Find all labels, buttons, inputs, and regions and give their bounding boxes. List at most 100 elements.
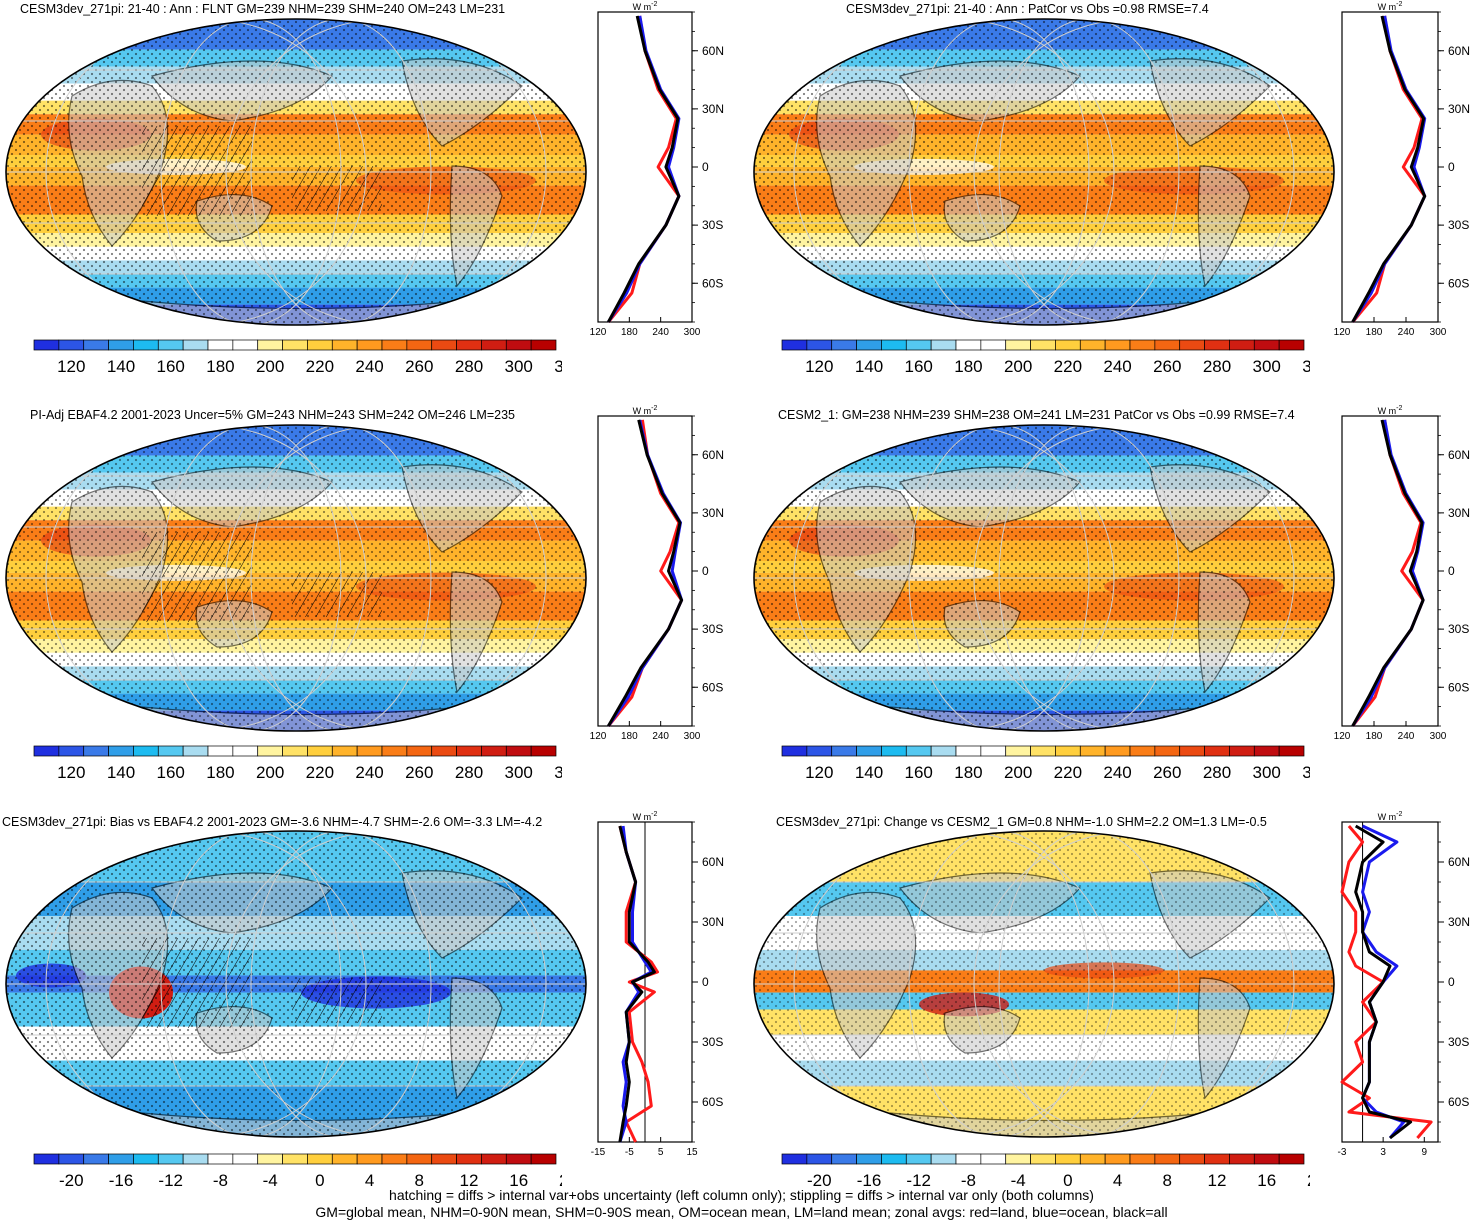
colorbar-swatch (83, 745, 109, 757)
colorbar-label: 180 (206, 357, 234, 376)
panel-title: CESM3dev_271pi: 21-40 : Ann : FLNT GM=23… (20, 2, 506, 16)
x-tick-label: 120 (590, 731, 607, 742)
colorbar-swatch (1129, 1153, 1156, 1165)
colorbar-swatch (905, 1153, 932, 1165)
colorbar-label: 120 (57, 357, 85, 376)
colorbar-label: 220 (1054, 763, 1082, 782)
colorbar-swatch (331, 339, 358, 351)
colorbar-label: 260 (405, 357, 433, 376)
colorbar-swatch (530, 745, 557, 757)
colorbar-swatch (207, 1153, 234, 1165)
zonal-curve-all (618, 825, 656, 1143)
colorbar-label: 160 (157, 763, 185, 782)
lat-label: 0 (702, 975, 709, 989)
x-tick-label: 5 (658, 1147, 664, 1158)
lat-label: 0 (1448, 975, 1455, 989)
colorbar-swatch (331, 745, 358, 757)
map-border (5, 18, 587, 326)
colorbar-swatch (406, 1153, 433, 1165)
colorbar-label: 300 (505, 763, 533, 782)
colorbar-swatch (1204, 1153, 1230, 1165)
colorbar-label: 16 (509, 1171, 528, 1190)
colorbar-swatch (1253, 339, 1280, 351)
zonal-curve-all (1354, 824, 1413, 1140)
graticule-lon (973, 19, 1295, 325)
colorbar-swatch (1179, 1153, 1205, 1165)
graticule-lon (793, 19, 1115, 325)
colorbar-swatch (980, 339, 1007, 351)
colorbar-swatch (1179, 745, 1205, 757)
colorbar-swatch (1204, 339, 1230, 351)
footer-line-hatching: hatching = diffs > internal var+obs unce… (389, 1187, 1094, 1203)
colorbar-label: 200 (256, 357, 284, 376)
colorbar-swatch (381, 745, 408, 757)
colorbar-swatch (307, 745, 333, 757)
colorbar-swatch (1005, 745, 1031, 757)
colorbar-label: 220 (306, 763, 334, 782)
colorbar-label: 280 (455, 763, 483, 782)
colorbar-swatch (856, 745, 882, 757)
lat-label: 60N (702, 855, 724, 869)
graticule-lon (998, 425, 1180, 731)
colorbar-swatch (1005, 1153, 1031, 1165)
colorbar-swatch (806, 339, 833, 351)
x-tick-label: 240 (652, 731, 669, 742)
zonal-curve-all (607, 419, 684, 727)
colorbar-label: 120 (805, 763, 833, 782)
lat-label: 30S (702, 218, 723, 232)
colorbar-swatch (930, 745, 957, 757)
colorbar-swatch (881, 1153, 907, 1165)
colorbar-label: -4 (263, 1171, 278, 1190)
graticule-lon (45, 425, 367, 731)
colorbar-label: 160 (905, 763, 933, 782)
colorbar-swatch (955, 1153, 982, 1165)
graticule-lon (973, 425, 1295, 731)
colorbar-label: 16 (1257, 1171, 1276, 1190)
lat-label: 30S (702, 622, 723, 636)
panel-title: CESM2_1: GM=238 NHM=239 SHM=238 OM=241 L… (778, 408, 1295, 422)
colorbar-swatch (1104, 339, 1131, 351)
lat-label: 30N (702, 915, 724, 929)
colorbar-swatch (905, 339, 932, 351)
colorbar-swatch (1278, 745, 1305, 757)
colorbar-swatch (1030, 745, 1056, 757)
colorbar: -20 -16 -12 -8 -4 0 4 8 12 16 20 (781, 1153, 1310, 1190)
colorbar-swatch (1278, 339, 1305, 351)
colorbar-label: 4 (365, 1171, 374, 1190)
colorbar-label: -12 (158, 1171, 183, 1190)
colorbar-swatch (1253, 745, 1280, 757)
colorbar-swatch (806, 745, 833, 757)
lat-label: 60S (702, 1095, 723, 1109)
colorbar-label: 4 (1113, 1171, 1122, 1190)
colorbar-swatch (980, 745, 1007, 757)
colorbar-label: 240 (1103, 357, 1131, 376)
colorbar-label: 0 (315, 1171, 324, 1190)
colorbar-label: 20 (1307, 1171, 1310, 1190)
colorbar: -20 -16 -12 -8 -4 0 4 8 12 16 20 (33, 1153, 562, 1190)
panel-title: CESM3dev_271pi: Change vs CESM2_1 GM=0.8… (776, 815, 1267, 829)
zonal-units: W m-2 (1378, 811, 1403, 822)
colorbar-swatch (406, 745, 433, 757)
lat-label: 0 (702, 564, 709, 578)
colorbar-swatch (831, 745, 857, 757)
colorbar-label: 8 (1163, 1171, 1172, 1190)
colorbar-swatch (781, 1153, 808, 1165)
colorbar-swatch (207, 745, 234, 757)
graticule-lon (250, 19, 432, 325)
lat-label: 30N (702, 102, 724, 116)
footer-note: hatching = diffs > internal var+obs unce… (0, 1187, 1483, 1221)
colorbar: 120 140 160 180 200 220 240 260 280 300 320 (781, 745, 1310, 782)
graticule-lon (250, 831, 432, 1137)
colorbar-swatch (207, 339, 234, 351)
graticule-lon (793, 425, 1115, 731)
panel-title: PI-Adj EBAF4.2 2001-2023 Uncer=5% GM=243… (30, 408, 515, 422)
colorbar-swatch (1104, 745, 1131, 757)
colorbar-label: 120 (57, 763, 85, 782)
panel-title: CESM3dev_271pi: 21-40 : Ann : PatCor vs … (846, 2, 1209, 16)
x-tick-label: 120 (1334, 327, 1351, 338)
zonal-average-plot: W m-2 60N 30N 0 30S 60S -3 3 9 (1338, 811, 1470, 1158)
colorbar-swatch (133, 745, 159, 757)
x-tick-label: 180 (1366, 731, 1383, 742)
colorbar-label: 320 (554, 357, 562, 376)
lat-label: 60N (1448, 855, 1470, 869)
